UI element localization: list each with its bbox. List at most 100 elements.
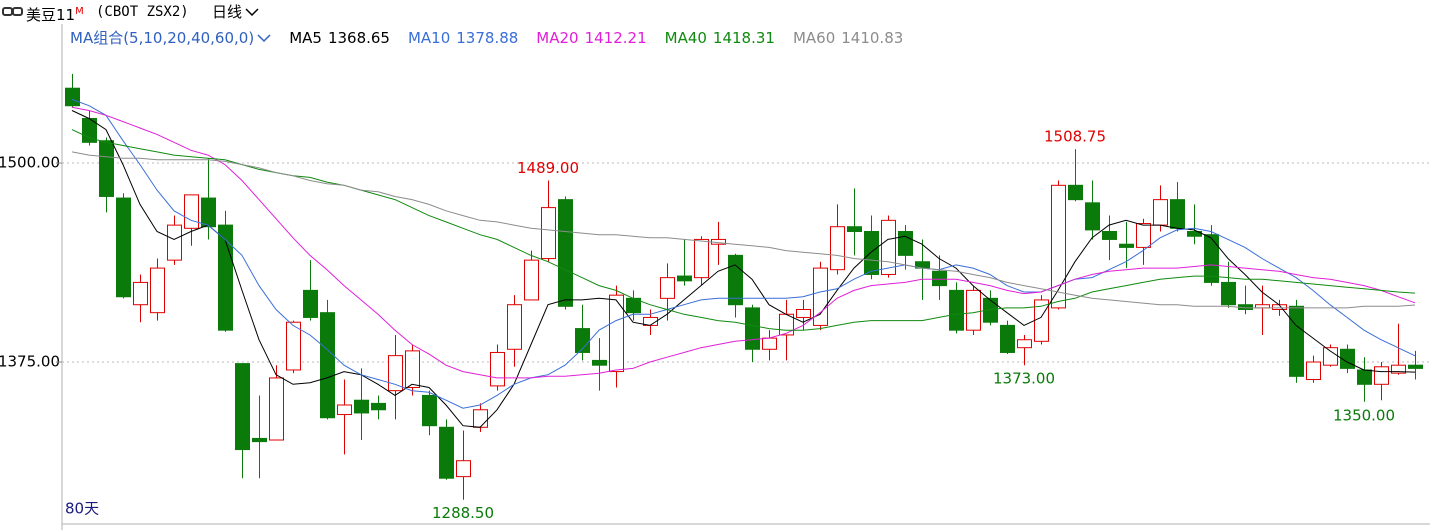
ma-line: [71, 151, 1416, 309]
candle-body: [133, 281, 148, 306]
candle-body: [286, 321, 301, 371]
candle-body: [677, 275, 692, 282]
candle-body: [405, 350, 420, 388]
symbol-title[interactable]: 美豆11M: [26, 0, 84, 27]
candle-body: [1391, 364, 1406, 374]
candle-body: [881, 219, 896, 275]
candle-body: [762, 337, 777, 350]
candle-body: [1323, 347, 1338, 366]
candle-body: [966, 289, 981, 331]
period: 日线: [212, 3, 243, 21]
extreme-label: 1373.00: [993, 370, 1055, 388]
candle-body: [949, 289, 964, 331]
candle-body: [371, 402, 386, 411]
top-bar: 美豆11M (CBOT ZSX2) 日线: [0, 0, 1430, 24]
candle-body: [694, 238, 709, 279]
candle-body: [932, 270, 947, 287]
link-icon: [2, 7, 23, 16]
legend-entry: MA40 1418.31: [665, 26, 775, 50]
extreme-label: 1508.75: [1044, 128, 1106, 146]
candle-body: [847, 226, 862, 232]
candle-body: [1102, 230, 1117, 240]
extreme-label: 1288.50: [432, 504, 494, 522]
candle-body: [1119, 243, 1134, 248]
candle-body: [1136, 223, 1151, 248]
candle-body: [1153, 199, 1168, 226]
candle-body: [1017, 339, 1032, 349]
candle-body: [1306, 361, 1321, 381]
candle-body: [524, 259, 539, 301]
title-sup: M: [75, 6, 84, 17]
y-tick-label: 1375.00: [0, 353, 60, 371]
candle-body: [473, 409, 488, 428]
candle-body: [745, 307, 760, 350]
ma-line: [71, 106, 1416, 379]
ma-line: [71, 110, 1416, 428]
legend-name: MA40: [664, 29, 707, 47]
ma-group: MA组合(5,10,20,40,60,0): [70, 29, 255, 47]
legend-entry: MA60 1410.83: [793, 26, 903, 50]
candle-body: [184, 194, 199, 229]
candle-body: [507, 304, 522, 350]
legend-value: 1378.88: [456, 29, 519, 47]
legend-name: MA20: [536, 29, 579, 47]
chevron: [245, 8, 259, 17]
candle-body: [609, 294, 624, 373]
legend-name: MA10: [407, 29, 451, 47]
candle-body: [388, 355, 403, 392]
candle-body: [252, 437, 267, 443]
candle-body: [99, 140, 114, 197]
range-label: 80天: [65, 500, 99, 518]
title: 美豆11: [26, 6, 76, 24]
period-select[interactable]: 日线: [212, 0, 259, 24]
candle-body: [422, 394, 437, 427]
candle-body: [813, 267, 828, 326]
candle-body: [354, 399, 369, 414]
y-tick-label: 1500.00: [0, 154, 60, 172]
legend-name: MA5: [289, 29, 322, 47]
candle-body: [320, 312, 335, 419]
candle-body: [1000, 324, 1015, 353]
candle-body: [456, 460, 471, 478]
extreme-label: 1489.00: [517, 159, 579, 177]
candle-body: [116, 197, 131, 298]
candle-body: [898, 230, 913, 256]
legend-entry: MA20 1412.21: [536, 26, 646, 50]
symbol-code: (CBOT ZSX2): [96, 4, 189, 20]
candle-body: [864, 230, 879, 275]
candle-body: [541, 207, 556, 260]
ma-line: [71, 98, 1416, 409]
candle-body: [439, 426, 454, 479]
candle-body: [269, 377, 284, 441]
candle-body: [1374, 366, 1389, 385]
ma-group-select[interactable]: MA组合(5,10,20,40,60,0): [70, 26, 271, 50]
candle-body: [337, 404, 352, 416]
candle-body: [1221, 281, 1236, 306]
candle-body: [1289, 305, 1304, 377]
candle-body: [728, 254, 743, 306]
candle-body: [779, 313, 794, 336]
candle-body: [1170, 199, 1185, 229]
candle-body: [1051, 184, 1066, 309]
extreme-label: 1350.00: [1333, 406, 1395, 424]
candle-body: [660, 277, 675, 299]
candle-body: [150, 267, 165, 314]
candle-body: [558, 199, 573, 307]
candle-body: [1204, 234, 1219, 283]
candle-body: [1068, 184, 1083, 201]
legend-entry: MA10 1378.88: [408, 26, 518, 50]
candle-body: [1085, 202, 1100, 231]
ma-legend: MA组合(5,10,20,40,60,0) MA5 1368.65 MA10 1378…: [70, 26, 903, 50]
candle-body: [1408, 364, 1423, 369]
legend-entry: MA5 1368.65: [289, 26, 390, 50]
candle-body: [303, 289, 318, 318]
candle-body: [592, 359, 607, 366]
legend-value: 1368.65: [327, 29, 390, 47]
chevron: [257, 34, 271, 43]
candle-body: [167, 224, 182, 261]
candle-body: [490, 351, 505, 387]
candle-body: [830, 226, 845, 271]
legend-value: 1410.83: [841, 29, 904, 47]
